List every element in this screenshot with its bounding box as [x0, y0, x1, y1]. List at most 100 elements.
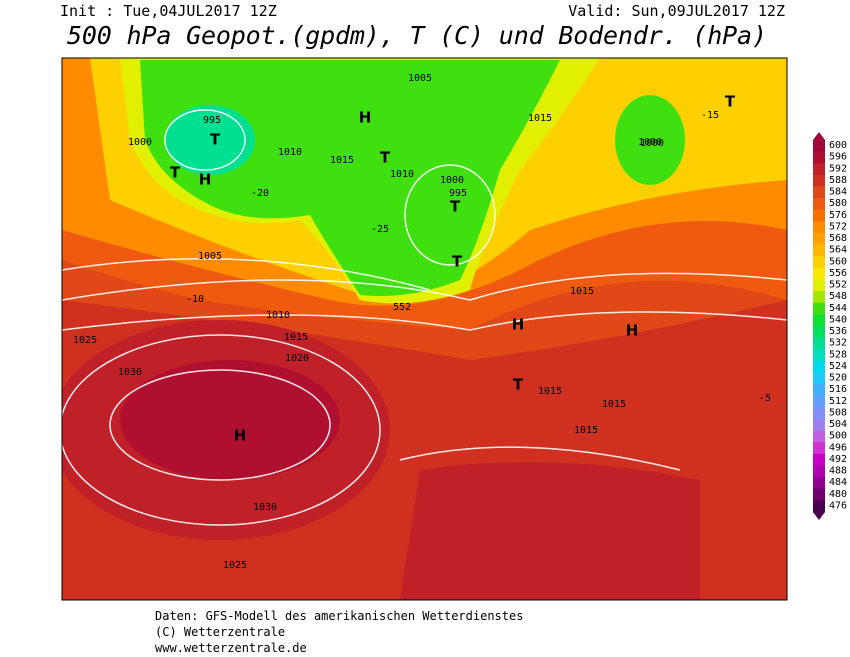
- colorbar-swatch: [813, 372, 825, 385]
- colorbar-swatch: [813, 314, 825, 327]
- contour-label: 1000: [640, 138, 664, 149]
- colorbar-label: 500: [829, 431, 847, 442]
- colorbar-label: 564: [829, 245, 847, 256]
- colorbar-label: 552: [829, 280, 847, 291]
- colorbar-swatch: [813, 198, 825, 211]
- colorbar-label: 488: [829, 466, 847, 477]
- colorbar-swatch: [813, 256, 825, 269]
- colorbar-swatch: [813, 174, 825, 187]
- contour-label: 1030: [118, 367, 142, 378]
- colorbar-swatch: [813, 302, 825, 315]
- colorbar-label: 520: [829, 373, 847, 384]
- contour-label: 1015: [330, 155, 354, 166]
- colorbar-label: 536: [829, 326, 847, 337]
- pressure-center: T: [450, 198, 461, 216]
- colorbar-swatch: [813, 407, 825, 420]
- init-time: Init : Tue,04JUL2017 12Z: [60, 2, 277, 20]
- map-labels: 1000995TH10101015HT1005101010151000995TT…: [73, 73, 771, 571]
- colorbar-swatch: [813, 151, 825, 164]
- contour-label: 1000: [440, 175, 464, 186]
- colorbar-swatch: [813, 419, 825, 432]
- colorbar-swatch: [813, 488, 825, 501]
- colorbar-label: 512: [829, 396, 847, 407]
- pressure-center: H: [234, 427, 247, 445]
- footer-line: www.wetterzentrale.de: [155, 641, 307, 655]
- colorbar-swatch: [813, 163, 825, 176]
- valid-time: Valid: Sun,09JUL2017 12Z: [568, 2, 785, 20]
- contour-label: 1015: [574, 425, 598, 436]
- colorbar-label: 588: [829, 175, 847, 186]
- contour-label: 1015: [570, 286, 594, 297]
- footer-line: Daten: GFS-Modell des amerikanischen Wet…: [155, 609, 523, 623]
- colorbar-label: 600: [829, 140, 847, 151]
- colorbar-swatch: [813, 279, 825, 292]
- contour-label: 1015: [602, 399, 626, 410]
- colorbar-swatch: [813, 477, 825, 490]
- colorbar-bottom: [813, 512, 825, 520]
- colorbar-top: [813, 132, 825, 140]
- colorbar-label: 592: [829, 163, 847, 174]
- contour-label: 1000: [638, 137, 662, 148]
- contour-label: 995: [449, 188, 467, 199]
- colorbar-swatch: [813, 209, 825, 222]
- colorbar-label: 584: [829, 187, 847, 198]
- colorbar-swatch: [813, 326, 825, 339]
- colorbar-label: 484: [829, 477, 847, 488]
- contour-label: 1005: [198, 251, 222, 262]
- colorbar-label: 548: [829, 291, 847, 302]
- contour-label: 1025: [73, 335, 97, 346]
- contour-label: 1010: [266, 310, 290, 321]
- colorbar-label: 544: [829, 303, 847, 314]
- colorbar-swatch: [813, 337, 825, 350]
- colorbar-label: 492: [829, 454, 847, 465]
- colorbar-swatch: [813, 267, 825, 280]
- pressure-center: T: [452, 253, 463, 271]
- contour-label: 552: [393, 302, 411, 313]
- colorbar-label: 480: [829, 489, 847, 500]
- contour-label: 1030: [253, 502, 277, 513]
- colorbar-label: 556: [829, 268, 847, 279]
- contour-label: -10: [186, 294, 204, 305]
- colorbar-swatch: [813, 465, 825, 478]
- map-field: [62, 58, 787, 600]
- pressure-center: T: [210, 131, 221, 149]
- footer-line: (C) Wetterzentrale: [155, 625, 285, 639]
- colorbar-label: 496: [829, 442, 847, 453]
- pressure-center: H: [234, 427, 247, 445]
- colorbar-swatch: [813, 453, 825, 466]
- colorbar-swatch: [813, 233, 825, 246]
- colorbar-swatch: [813, 442, 825, 455]
- colorbar-label: 572: [829, 221, 847, 232]
- colorbar-label: 504: [829, 419, 847, 430]
- colorbar-swatch: [813, 221, 825, 234]
- contour-label: 1015: [538, 386, 562, 397]
- colorbar-label: 576: [829, 210, 847, 221]
- colorbar-swatch: [813, 140, 825, 153]
- contour-label: 1000: [128, 137, 152, 148]
- map-frame: [61, 57, 788, 601]
- contour-label: 1015: [528, 113, 552, 124]
- colorbar-swatch: [813, 244, 825, 257]
- colorbar-label: 568: [829, 233, 847, 244]
- colorbar-label: 508: [829, 407, 847, 418]
- colorbar-swatch: [813, 349, 825, 362]
- colorbar-swatch: [813, 430, 825, 443]
- pressure-center: T: [513, 376, 524, 394]
- contour-label: 1015: [284, 332, 308, 343]
- contour-label: -15: [701, 110, 719, 121]
- pressure-center: H: [359, 109, 372, 127]
- colorbar-label: 540: [829, 314, 847, 325]
- map-title: 500 hPa Geopot.(gpdm), T (C) und Bodendr…: [67, 21, 767, 50]
- pressure-center: H: [626, 322, 639, 340]
- contour-label: 1010: [390, 169, 414, 180]
- contour-label: -25: [371, 224, 389, 235]
- colorbar: 6005965925885845805765725685645605565525…: [813, 132, 847, 520]
- colorbar-swatch: [813, 384, 825, 397]
- contour-label: 1005: [408, 73, 432, 84]
- contour-label: 1020: [285, 353, 309, 364]
- colorbar-label: 524: [829, 361, 847, 372]
- colorbar-label: 596: [829, 152, 847, 163]
- pressure-center: H: [512, 316, 525, 334]
- colorbar-label: 516: [829, 384, 847, 395]
